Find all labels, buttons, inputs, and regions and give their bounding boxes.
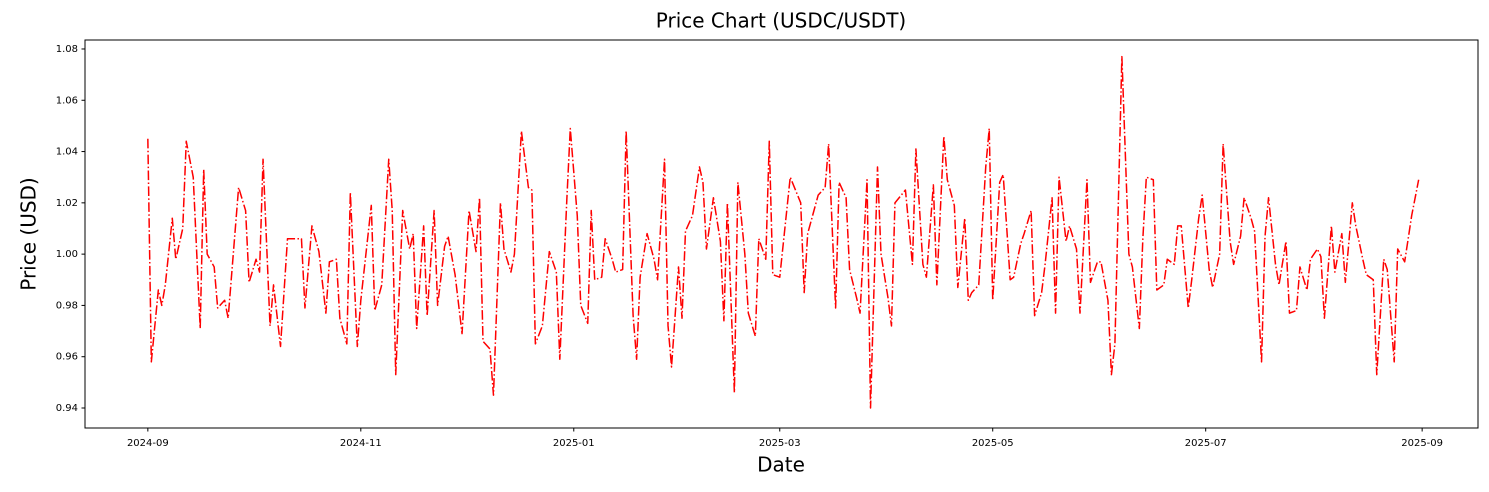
chart-title: Price Chart (USDC/USDT) [656,9,906,33]
y-tick-label: 0.96 [56,352,78,363]
y-tick-label: 1.00 [56,249,78,260]
price-line [147,55,1420,409]
y-tick-label: 1.02 [56,198,78,209]
x-axis-label: Date [757,453,805,477]
y-tick-label: 0.98 [56,300,78,311]
y-tick-label: 0.94 [56,403,78,414]
x-tick-label: 2025-03 [759,438,801,449]
y-tick-label: 1.04 [56,147,78,158]
x-tick-label: 2024-11 [340,438,382,449]
x-tick-label: 2025-05 [972,438,1014,449]
x-tick-label: 2025-09 [1401,438,1443,449]
plot-frame [84,39,1479,429]
x-tick-label: 2025-07 [1185,438,1227,449]
y-axis-label: Price (USD) [17,177,41,291]
y-tick-label: 1.06 [56,95,78,106]
x-tick-label: 2024-09 [127,438,169,449]
x-tick-label: 2025-01 [553,438,595,449]
y-tick-label: 1.08 [56,44,78,55]
